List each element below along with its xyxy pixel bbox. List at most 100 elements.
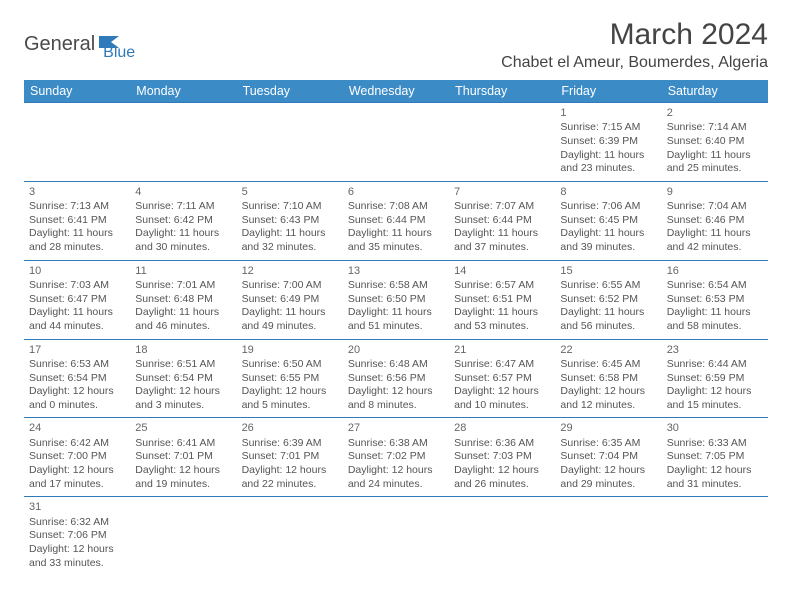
sunrise-line: Sunrise: 7:13 AM: [29, 200, 125, 214]
sunrise-line: Sunrise: 6:50 AM: [242, 358, 338, 372]
day-number: 20: [348, 343, 444, 357]
daylight-line: Daylight: 12 hours and 10 minutes.: [454, 385, 550, 412]
sunset-line: Sunset: 6:54 PM: [29, 372, 125, 386]
calendar-row: 17Sunrise: 6:53 AMSunset: 6:54 PMDayligh…: [24, 339, 768, 418]
logo: General Blue: [24, 26, 135, 62]
sunset-line: Sunset: 7:05 PM: [667, 450, 763, 464]
day-number: 1: [560, 106, 656, 120]
day-number: 3: [29, 185, 125, 199]
daylight-line: Daylight: 11 hours and 37 minutes.: [454, 227, 550, 254]
calendar-day: 3Sunrise: 7:13 AMSunset: 6:41 PMDaylight…: [24, 181, 130, 260]
calendar-day: 9Sunrise: 7:04 AMSunset: 6:46 PMDaylight…: [662, 181, 768, 260]
day-number: 16: [667, 264, 763, 278]
sunset-line: Sunset: 6:53 PM: [667, 293, 763, 307]
sunset-line: Sunset: 6:51 PM: [454, 293, 550, 307]
weekday-header: Monday: [130, 80, 236, 103]
daylight-line: Daylight: 12 hours and 12 minutes.: [560, 385, 656, 412]
calendar-day: 14Sunrise: 6:57 AMSunset: 6:51 PMDayligh…: [449, 260, 555, 339]
calendar-empty: [130, 103, 236, 182]
sunrise-line: Sunrise: 6:38 AM: [348, 437, 444, 451]
daylight-line: Daylight: 11 hours and 49 minutes.: [242, 306, 338, 333]
day-number: 14: [454, 264, 550, 278]
sunrise-line: Sunrise: 6:41 AM: [135, 437, 231, 451]
sunset-line: Sunset: 7:03 PM: [454, 450, 550, 464]
calendar-day: 22Sunrise: 6:45 AMSunset: 6:58 PMDayligh…: [555, 339, 661, 418]
sunrise-line: Sunrise: 7:11 AM: [135, 200, 231, 214]
day-number: 23: [667, 343, 763, 357]
day-number: 13: [348, 264, 444, 278]
calendar-row: 10Sunrise: 7:03 AMSunset: 6:47 PMDayligh…: [24, 260, 768, 339]
sunset-line: Sunset: 6:54 PM: [135, 372, 231, 386]
calendar-day: 2Sunrise: 7:14 AMSunset: 6:40 PMDaylight…: [662, 103, 768, 182]
sunrise-line: Sunrise: 6:33 AM: [667, 437, 763, 451]
calendar-day: 30Sunrise: 6:33 AMSunset: 7:05 PMDayligh…: [662, 418, 768, 497]
sunset-line: Sunset: 6:48 PM: [135, 293, 231, 307]
sunrise-line: Sunrise: 6:39 AM: [242, 437, 338, 451]
sunrise-line: Sunrise: 6:54 AM: [667, 279, 763, 293]
sunrise-line: Sunrise: 6:48 AM: [348, 358, 444, 372]
calendar-empty: [449, 103, 555, 182]
daylight-line: Daylight: 11 hours and 44 minutes.: [29, 306, 125, 333]
daylight-line: Daylight: 11 hours and 30 minutes.: [135, 227, 231, 254]
day-number: 22: [560, 343, 656, 357]
sunrise-line: Sunrise: 7:08 AM: [348, 200, 444, 214]
calendar-day: 8Sunrise: 7:06 AMSunset: 6:45 PMDaylight…: [555, 181, 661, 260]
sunrise-line: Sunrise: 6:53 AM: [29, 358, 125, 372]
logo-text-general: General: [24, 33, 95, 56]
calendar-day: 18Sunrise: 6:51 AMSunset: 6:54 PMDayligh…: [130, 339, 236, 418]
sunset-line: Sunset: 6:56 PM: [348, 372, 444, 386]
sunrise-line: Sunrise: 7:06 AM: [560, 200, 656, 214]
sunset-line: Sunset: 6:47 PM: [29, 293, 125, 307]
sunrise-line: Sunrise: 7:07 AM: [454, 200, 550, 214]
day-number: 5: [242, 185, 338, 199]
daylight-line: Daylight: 11 hours and 35 minutes.: [348, 227, 444, 254]
calendar-day: 27Sunrise: 6:38 AMSunset: 7:02 PMDayligh…: [343, 418, 449, 497]
day-number: 18: [135, 343, 231, 357]
sunset-line: Sunset: 6:49 PM: [242, 293, 338, 307]
daylight-line: Daylight: 12 hours and 31 minutes.: [667, 464, 763, 491]
daylight-line: Daylight: 12 hours and 8 minutes.: [348, 385, 444, 412]
day-number: 19: [242, 343, 338, 357]
day-number: 29: [560, 421, 656, 435]
calendar-day: 11Sunrise: 7:01 AMSunset: 6:48 PMDayligh…: [130, 260, 236, 339]
calendar-day: 10Sunrise: 7:03 AMSunset: 6:47 PMDayligh…: [24, 260, 130, 339]
sunset-line: Sunset: 7:06 PM: [29, 529, 125, 543]
daylight-line: Daylight: 12 hours and 22 minutes.: [242, 464, 338, 491]
daylight-line: Daylight: 11 hours and 25 minutes.: [667, 149, 763, 176]
title-block: March 2024 Chabet el Ameur, Boumerdes, A…: [501, 18, 768, 72]
calendar-day: 16Sunrise: 6:54 AMSunset: 6:53 PMDayligh…: [662, 260, 768, 339]
calendar-head: SundayMondayTuesdayWednesdayThursdayFrid…: [24, 80, 768, 103]
calendar-empty: [130, 497, 236, 575]
day-number: 6: [348, 185, 444, 199]
day-number: 7: [454, 185, 550, 199]
sunrise-line: Sunrise: 7:10 AM: [242, 200, 338, 214]
sunset-line: Sunset: 6:57 PM: [454, 372, 550, 386]
calendar-day: 21Sunrise: 6:47 AMSunset: 6:57 PMDayligh…: [449, 339, 555, 418]
day-number: 12: [242, 264, 338, 278]
calendar-day: 13Sunrise: 6:58 AMSunset: 6:50 PMDayligh…: [343, 260, 449, 339]
sunrise-line: Sunrise: 6:51 AM: [135, 358, 231, 372]
calendar-empty: [24, 103, 130, 182]
daylight-line: Daylight: 11 hours and 56 minutes.: [560, 306, 656, 333]
daylight-line: Daylight: 12 hours and 29 minutes.: [560, 464, 656, 491]
day-number: 17: [29, 343, 125, 357]
sunset-line: Sunset: 6:39 PM: [560, 135, 656, 149]
calendar-day: 6Sunrise: 7:08 AMSunset: 6:44 PMDaylight…: [343, 181, 449, 260]
day-number: 10: [29, 264, 125, 278]
sunset-line: Sunset: 7:01 PM: [242, 450, 338, 464]
calendar-day: 12Sunrise: 7:00 AMSunset: 6:49 PMDayligh…: [237, 260, 343, 339]
sunrise-line: Sunrise: 6:44 AM: [667, 358, 763, 372]
sunrise-line: Sunrise: 6:58 AM: [348, 279, 444, 293]
sunrise-line: Sunrise: 6:57 AM: [454, 279, 550, 293]
sunrise-line: Sunrise: 6:45 AM: [560, 358, 656, 372]
day-number: 4: [135, 185, 231, 199]
daylight-line: Daylight: 11 hours and 42 minutes.: [667, 227, 763, 254]
daylight-line: Daylight: 11 hours and 28 minutes.: [29, 227, 125, 254]
weekday-header: Wednesday: [343, 80, 449, 103]
daylight-line: Daylight: 12 hours and 3 minutes.: [135, 385, 231, 412]
sunset-line: Sunset: 6:45 PM: [560, 214, 656, 228]
location-text: Chabet el Ameur, Boumerdes, Algeria: [501, 54, 768, 72]
sunset-line: Sunset: 6:43 PM: [242, 214, 338, 228]
day-number: 2: [667, 106, 763, 120]
sunrise-line: Sunrise: 7:00 AM: [242, 279, 338, 293]
